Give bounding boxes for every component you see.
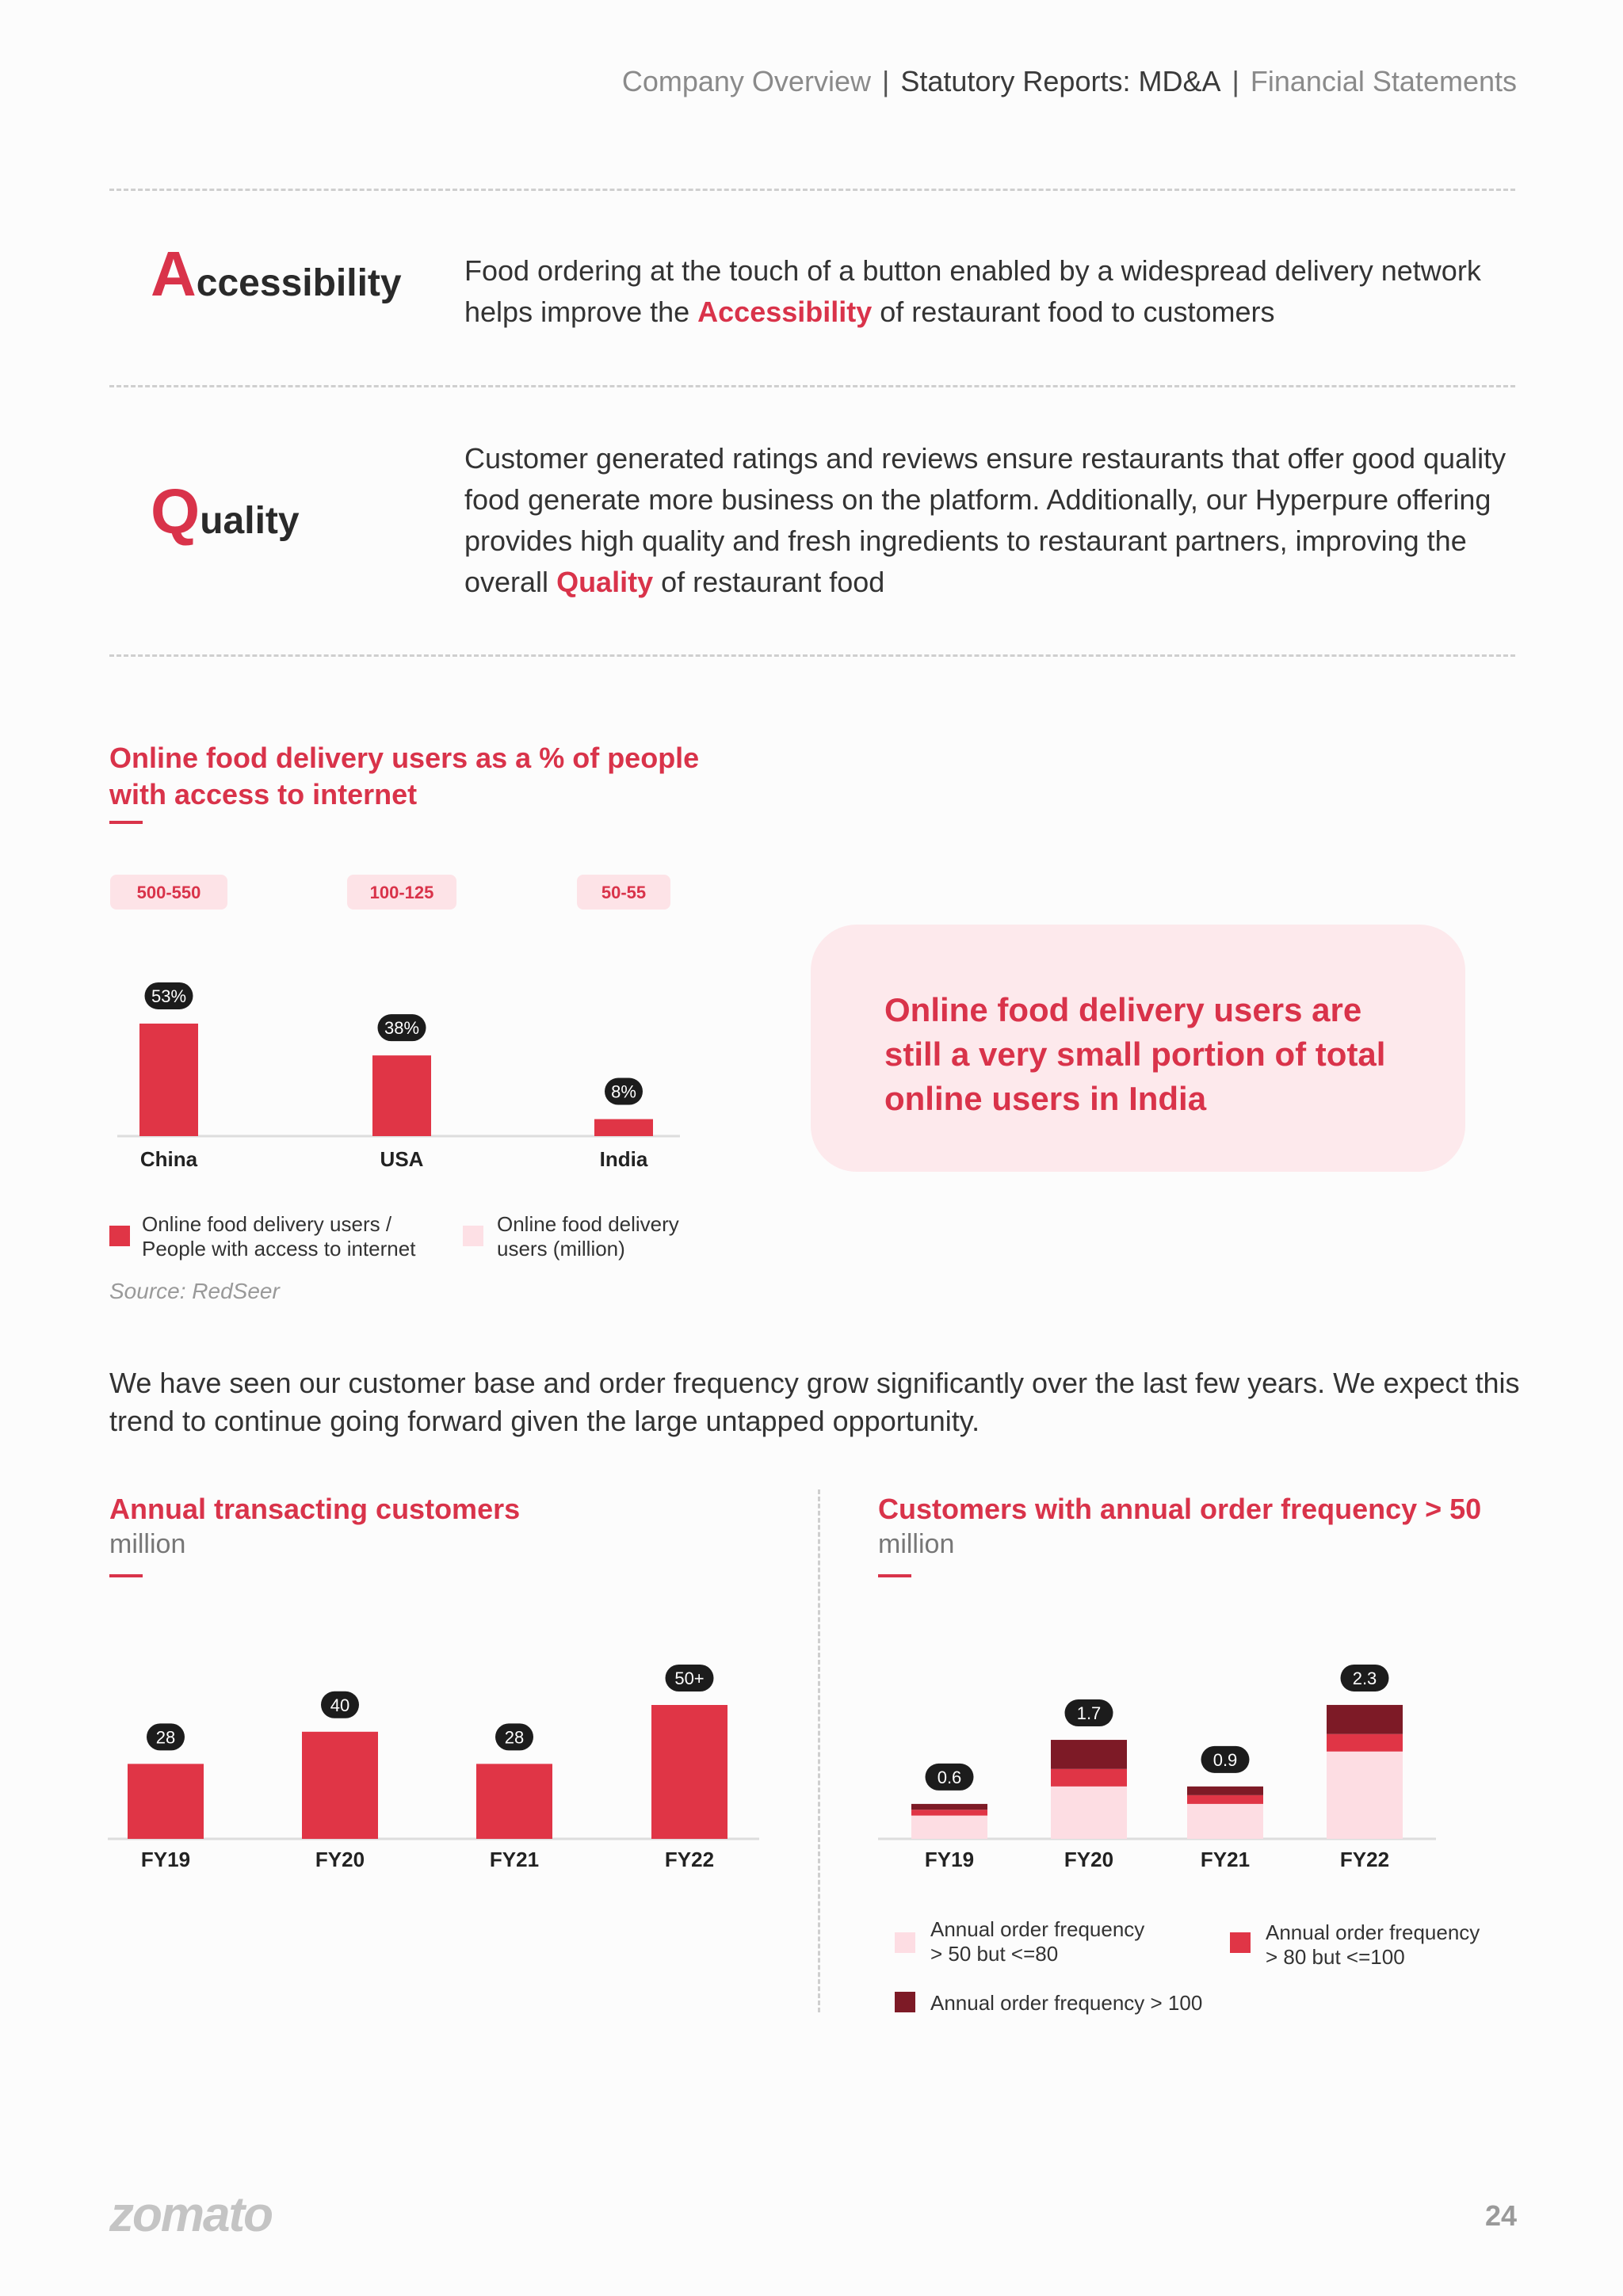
chart3-title: Customers with annual order frequency > …: [878, 1493, 1482, 1525]
legend-swatch-users: [463, 1226, 483, 1246]
nav-statutory-reports[interactable]: Statutory Reports: MD&A: [900, 65, 1221, 97]
chart3-bar-segment: [911, 1803, 987, 1810]
chart3-bar-segment: [1327, 1733, 1403, 1752]
chart3-data-label: 1.7: [1077, 1703, 1102, 1723]
nav-separator: |: [1232, 65, 1239, 97]
chart1-plot: 500-550 53% China 100-125 38% USA 50-55 8% India: [110, 875, 680, 1171]
category-annotation: 50-55: [601, 883, 646, 902]
chart1-bar: [372, 1055, 431, 1136]
chart2-data-label: 40: [330, 1695, 349, 1715]
category-annotation: 500-550: [137, 883, 201, 902]
category-annotation-pill: [577, 875, 670, 910]
chart2-data-label: 28: [156, 1727, 175, 1747]
chart2-title: Annual transacting customers: [109, 1493, 521, 1525]
nav-financial-statements[interactable]: Financial Statements: [1250, 65, 1517, 97]
category-annotation-pill: [110, 875, 227, 910]
legend-label-80-100: Annual order frequency > 80 but <=100: [1266, 1920, 1480, 1969]
legend-swatch-ratio: [109, 1226, 130, 1246]
chart1-title: Online food delivery users as a % of peo…: [109, 742, 700, 810]
legend-label-users: Online food delivery users (million): [497, 1212, 679, 1261]
chart1-data-label: 53%: [151, 986, 186, 1006]
chart1-data-label-bg: [144, 982, 193, 1009]
chart3-data-label-bg: [1201, 1745, 1250, 1773]
chart1-bar: [594, 1119, 653, 1136]
chart1-category-label: India: [600, 1147, 648, 1171]
chart3-data-label: 0.9: [1213, 1750, 1238, 1770]
body-paragraph: We have seen our customer base and order…: [109, 1367, 1520, 1437]
chart1-category-label: USA: [380, 1147, 424, 1171]
chart2-data-label: 28: [505, 1727, 524, 1747]
chart2-data-label: 50+: [674, 1669, 704, 1688]
chart3-data-label-bg: [1340, 1664, 1389, 1691]
chart1-data-label-bg: [377, 1014, 426, 1042]
chart3-bar-segment: [1327, 1704, 1403, 1734]
chart2-data-label-bg: [665, 1665, 714, 1691]
divider: [109, 385, 1515, 387]
chart3-category-label: FY22: [1340, 1848, 1389, 1871]
charts-2-3-plot: 28 FY19 40 FY20 28 FY21 50+ FY22 0.6 FY19 1.7 FY20 0…: [108, 1664, 1436, 1871]
chart1-data-label-bg: [605, 1077, 643, 1105]
chart3-bar-segment: [1187, 1794, 1263, 1804]
title-underline: [109, 821, 143, 824]
chart3-bar-segment: [1051, 1740, 1127, 1769]
header-nav: Company Overview | Statutory Reports: MD&A…: [622, 65, 1517, 98]
page-number: 24: [1484, 2199, 1517, 2232]
chart2-bar: [651, 1705, 727, 1839]
chart3-subtitle: million: [878, 1529, 955, 1559]
chart3-bar-segment: [1187, 1803, 1263, 1839]
divider: [109, 189, 1515, 191]
chart2-data-label-bg: [495, 1723, 533, 1751]
chart2-category-label: FY22: [665, 1848, 714, 1871]
nav-company-overview[interactable]: Company Overview: [621, 65, 871, 97]
callout-box: [811, 925, 1465, 1172]
chart1-data-label: 38%: [384, 1018, 419, 1038]
divider: [109, 654, 1515, 657]
category-annotation: 100-125: [370, 883, 434, 902]
chart1-data-label: 8%: [611, 1082, 636, 1102]
quality-text: Customer generated ratings and reviews e…: [464, 442, 1507, 598]
legend-swatch-100: [895, 1992, 915, 2012]
chart3-data-label: 2.3: [1353, 1669, 1377, 1688]
accessibility-text: Food ordering at the touch of a button e…: [464, 254, 1481, 328]
chart2-bar: [476, 1764, 552, 1839]
chart3-data-label: 0.6: [938, 1768, 962, 1787]
chart1-category-label: China: [140, 1147, 198, 1171]
chart3-data-label-bg: [925, 1763, 974, 1791]
chart2-data-label-bg: [321, 1691, 359, 1718]
chart3-category-label: FY21: [1201, 1848, 1250, 1871]
legend-label-50-80: Annual order frequency > 50 but <=80: [930, 1917, 1145, 1966]
chart1-source: Source: RedSeer: [109, 1279, 280, 1303]
legend-swatch-80-100: [1230, 1932, 1251, 1953]
quality-title: Quality: [151, 476, 300, 547]
title-underline: [109, 1574, 143, 1577]
chart3-bar-segment: [911, 1810, 987, 1816]
chart3-bar-segment: [1051, 1786, 1127, 1839]
chart3-category-label: FY20: [1064, 1848, 1113, 1871]
chart2-subtitle: million: [109, 1529, 186, 1559]
legend-swatch-50-80: [895, 1932, 915, 1953]
chart3-bar-segment: [911, 1815, 987, 1839]
chart2-category-label: FY20: [315, 1848, 365, 1871]
chart3-bar-segment: [1327, 1751, 1403, 1839]
vertical-divider: [818, 1489, 820, 2012]
legend-label-ratio: Online food delivery users / People with …: [142, 1212, 416, 1261]
chart3-data-label-bg: [1064, 1699, 1113, 1727]
zomato-logo: zomato: [109, 2187, 273, 2242]
nav-separator: |: [881, 65, 890, 97]
accessibility-title: Accessibility: [151, 238, 402, 309]
chart3-category-label: FY19: [925, 1848, 974, 1871]
callout-text: Online food delivery users are still a v…: [884, 991, 1386, 1117]
chart2-category-label: FY19: [141, 1848, 190, 1871]
chart2-data-label-bg: [147, 1723, 185, 1751]
chart2-bar: [128, 1764, 204, 1839]
legend-label-100: Annual order frequency > 100: [930, 1991, 1203, 2015]
title-underline: [878, 1574, 911, 1577]
chart2-category-label: FY21: [490, 1848, 539, 1871]
category-annotation-pill: [347, 875, 456, 910]
chart3-bar-segment: [1187, 1786, 1263, 1795]
chart1-bar: [139, 1023, 198, 1136]
chart3-bar-segment: [1051, 1768, 1127, 1787]
chart2-bar: [302, 1731, 378, 1839]
